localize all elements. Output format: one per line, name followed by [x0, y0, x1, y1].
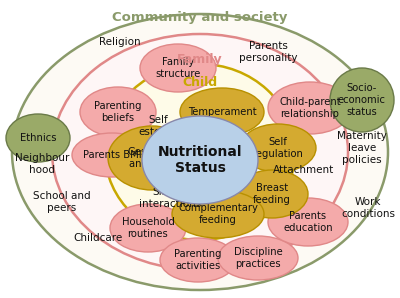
Text: Temperament: Temperament: [188, 107, 256, 117]
Text: Child-parent
relationship: Child-parent relationship: [279, 97, 341, 119]
Text: Socio-
economic
status: Socio- economic status: [338, 83, 386, 117]
Text: Breast
feeding: Breast feeding: [253, 183, 291, 205]
Text: Self
esteem: Self esteem: [138, 115, 178, 137]
Ellipse shape: [140, 44, 216, 92]
Text: Work
conditions: Work conditions: [341, 197, 395, 219]
Text: Nutritional
Status: Nutritional Status: [158, 145, 242, 175]
Ellipse shape: [218, 236, 298, 280]
Text: Self
regulation: Self regulation: [252, 137, 304, 159]
Ellipse shape: [330, 68, 394, 132]
Ellipse shape: [108, 126, 196, 190]
Text: Health
behaviours: Health behaviours: [179, 137, 237, 159]
Text: Parenting
activities: Parenting activities: [174, 249, 222, 271]
Text: School and
peers: School and peers: [33, 191, 91, 213]
Ellipse shape: [180, 88, 264, 136]
Text: Parents
education: Parents education: [283, 211, 333, 233]
Text: Parents BMI: Parents BMI: [83, 150, 141, 160]
Text: Gestation
and birth: Gestation and birth: [128, 147, 176, 169]
Text: Child: Child: [182, 75, 218, 89]
Text: Discipline
practices: Discipline practices: [234, 247, 282, 269]
Ellipse shape: [240, 124, 316, 172]
Text: Family
structure: Family structure: [155, 57, 201, 79]
Text: Community and society: Community and society: [112, 12, 288, 24]
Ellipse shape: [6, 114, 70, 162]
Ellipse shape: [268, 198, 348, 246]
Ellipse shape: [72, 133, 152, 177]
Text: Parents
personality: Parents personality: [239, 41, 297, 63]
Ellipse shape: [142, 116, 258, 204]
Text: Family: Family: [177, 54, 223, 66]
Text: Complementary
feeding: Complementary feeding: [178, 203, 258, 225]
Ellipse shape: [110, 204, 186, 252]
Ellipse shape: [105, 64, 295, 240]
Text: Sibling
interactions: Sibling interactions: [139, 187, 201, 209]
Ellipse shape: [52, 34, 348, 270]
Ellipse shape: [236, 170, 308, 218]
Text: Attachment: Attachment: [273, 165, 335, 175]
Text: Religion: Religion: [99, 37, 141, 47]
Text: Childcare: Childcare: [73, 233, 123, 243]
Text: Household
routines: Household routines: [122, 217, 174, 239]
Ellipse shape: [12, 14, 388, 290]
Text: Maternity
leave
policies: Maternity leave policies: [337, 131, 387, 164]
Ellipse shape: [268, 82, 352, 134]
Ellipse shape: [172, 190, 264, 238]
Ellipse shape: [80, 87, 156, 137]
Text: Parenting
beliefs: Parenting beliefs: [94, 101, 142, 123]
Text: Ethnics: Ethnics: [20, 133, 56, 143]
Ellipse shape: [160, 238, 236, 282]
Text: Neighbour
hood: Neighbour hood: [15, 153, 69, 175]
